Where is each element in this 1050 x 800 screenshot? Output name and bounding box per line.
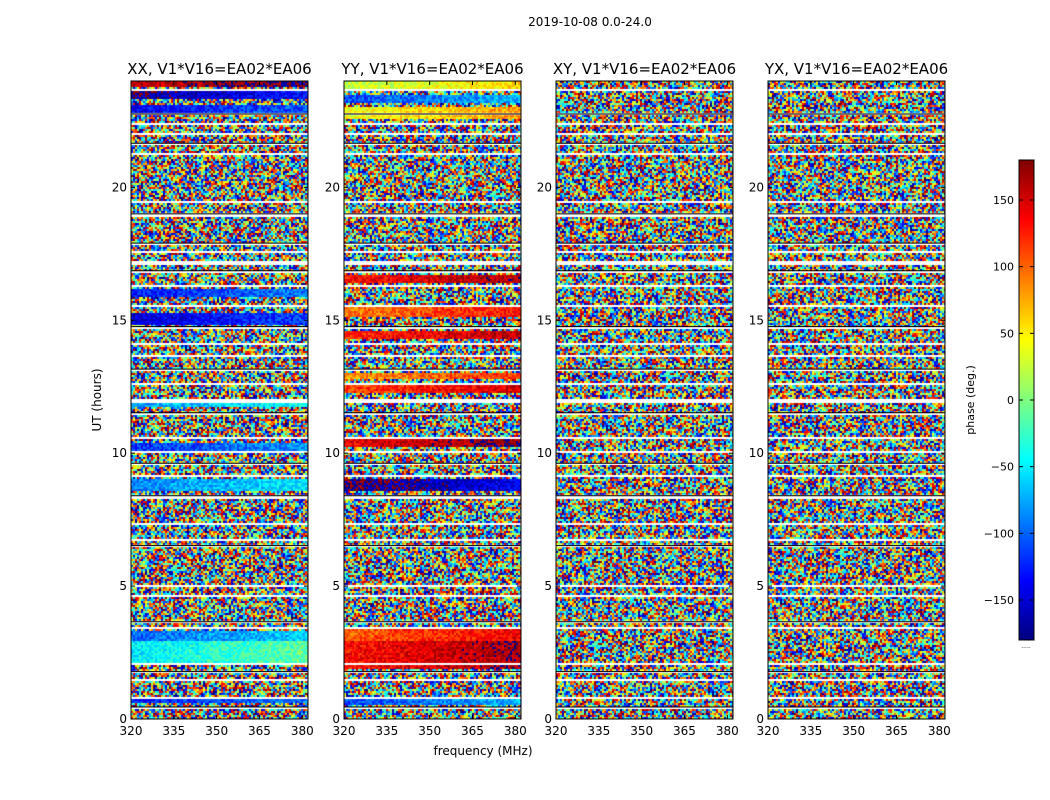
colorbar-tick-label: 100 bbox=[993, 261, 1014, 274]
y-tick-label: 15 bbox=[537, 313, 552, 327]
x-tick-label: 380 bbox=[928, 724, 951, 738]
x-tick-label: 350 bbox=[418, 724, 441, 738]
figure-title: 2019-10-08 0.0-24.0 bbox=[528, 15, 652, 29]
phase-raster bbox=[344, 81, 521, 719]
panel-title: XY, V1*V16=EA02*EA06 bbox=[553, 60, 736, 78]
phase-raster bbox=[131, 81, 308, 719]
y-tick-label: 0 bbox=[332, 712, 340, 726]
colorbar: −150 −100 −50 0 50 100 150 phase (deg.) ..... bbox=[964, 159, 1035, 650]
y-tick-label: 20 bbox=[537, 180, 552, 194]
y-tick-label: 0 bbox=[544, 712, 552, 726]
y-tick-label: 15 bbox=[749, 313, 764, 327]
colorbar-tick-label: −50 bbox=[991, 461, 1014, 474]
colorbar-tick-label: −100 bbox=[984, 527, 1014, 540]
y-tick-label: 5 bbox=[756, 579, 764, 593]
x-tick-label: 335 bbox=[587, 724, 610, 738]
colorbar-label: phase (deg.) bbox=[964, 365, 977, 435]
colorbar-tick-label: −150 bbox=[984, 594, 1014, 607]
panel-2: YY, V1*V16=EA02*EA06 320 335 350 365 380 0 5 10 1… bbox=[325, 60, 527, 738]
y-tick-label: 5 bbox=[332, 579, 340, 593]
colorbar-tick-label: 150 bbox=[993, 194, 1014, 207]
x-tick-label: 365 bbox=[461, 724, 484, 738]
panel-frame bbox=[343, 80, 522, 720]
y-tick-label: 10 bbox=[112, 446, 127, 460]
x-tick-label: 350 bbox=[205, 724, 228, 738]
phase-raster bbox=[768, 81, 945, 719]
panels-group: XX, V1*V16=EA02*EA06 320 335 350 365 380 0 5 10 1… bbox=[112, 60, 951, 738]
y-tick-label: 5 bbox=[544, 579, 552, 593]
panel-frame bbox=[130, 80, 309, 720]
x-tick-label: 335 bbox=[375, 724, 398, 738]
panel-1: XX, V1*V16=EA02*EA06 320 335 350 365 380 0 5 10 1… bbox=[112, 60, 314, 738]
panel-3: XY, V1*V16=EA02*EA06 320 335 350 365 380 0 5 10 1… bbox=[537, 60, 739, 738]
y-tick-label: 10 bbox=[749, 446, 764, 460]
y-tick-label: 10 bbox=[537, 446, 552, 460]
x-tick-label: 380 bbox=[716, 724, 739, 738]
panel-frame bbox=[555, 80, 734, 720]
x-tick-label: 320 bbox=[333, 724, 356, 738]
y-tick-label: 10 bbox=[325, 446, 340, 460]
x-tick-label: 365 bbox=[248, 724, 271, 738]
x-tick-label: 335 bbox=[799, 724, 822, 738]
panel-title: YX, V1*V16=EA02*EA06 bbox=[764, 60, 948, 78]
y-tick-label: 15 bbox=[112, 313, 127, 327]
phase-raster-canvas bbox=[556, 81, 733, 719]
phase-raster-canvas bbox=[131, 81, 308, 719]
phase-raster-canvas bbox=[344, 81, 521, 719]
x-axis-label: frequency (MHz) bbox=[433, 744, 532, 758]
panel-frame bbox=[767, 80, 946, 720]
x-tick-label: 350 bbox=[630, 724, 653, 738]
x-tick-label: 350 bbox=[842, 724, 865, 738]
y-tick-label: 0 bbox=[756, 712, 764, 726]
x-tick-label: 335 bbox=[162, 724, 185, 738]
x-tick-label: 380 bbox=[291, 724, 314, 738]
phase-raster-canvas bbox=[768, 81, 945, 719]
y-axis-label: UT (hours) bbox=[90, 368, 104, 431]
colorbar-tick-label: 0 bbox=[1007, 394, 1014, 407]
y-tick-label: 20 bbox=[325, 180, 340, 194]
x-tick-label: 320 bbox=[757, 724, 780, 738]
y-tick-label: 15 bbox=[325, 313, 340, 327]
x-tick-label: 320 bbox=[120, 724, 143, 738]
colorbar-footer: ..... bbox=[1021, 643, 1031, 650]
phase-raster bbox=[556, 81, 733, 719]
y-tick-label: 20 bbox=[112, 180, 127, 194]
x-tick-label: 365 bbox=[885, 724, 908, 738]
x-tick-label: 365 bbox=[673, 724, 696, 738]
colorbar-tick-label: 50 bbox=[1000, 327, 1014, 340]
y-tick-label: 5 bbox=[119, 579, 127, 593]
colorbar-ticks: −150 −100 −50 0 50 100 150 bbox=[984, 194, 1034, 607]
panel-title: XX, V1*V16=EA02*EA06 bbox=[127, 60, 311, 78]
x-tick-label: 380 bbox=[504, 724, 527, 738]
x-tick-label: 320 bbox=[545, 724, 568, 738]
y-tick-label: 20 bbox=[749, 180, 764, 194]
panel-4: YX, V1*V16=EA02*EA06 320 335 350 365 380 0 5 10 1… bbox=[749, 60, 951, 738]
panel-title: YY, V1*V16=EA02*EA06 bbox=[340, 60, 523, 78]
y-tick-label: 0 bbox=[119, 712, 127, 726]
